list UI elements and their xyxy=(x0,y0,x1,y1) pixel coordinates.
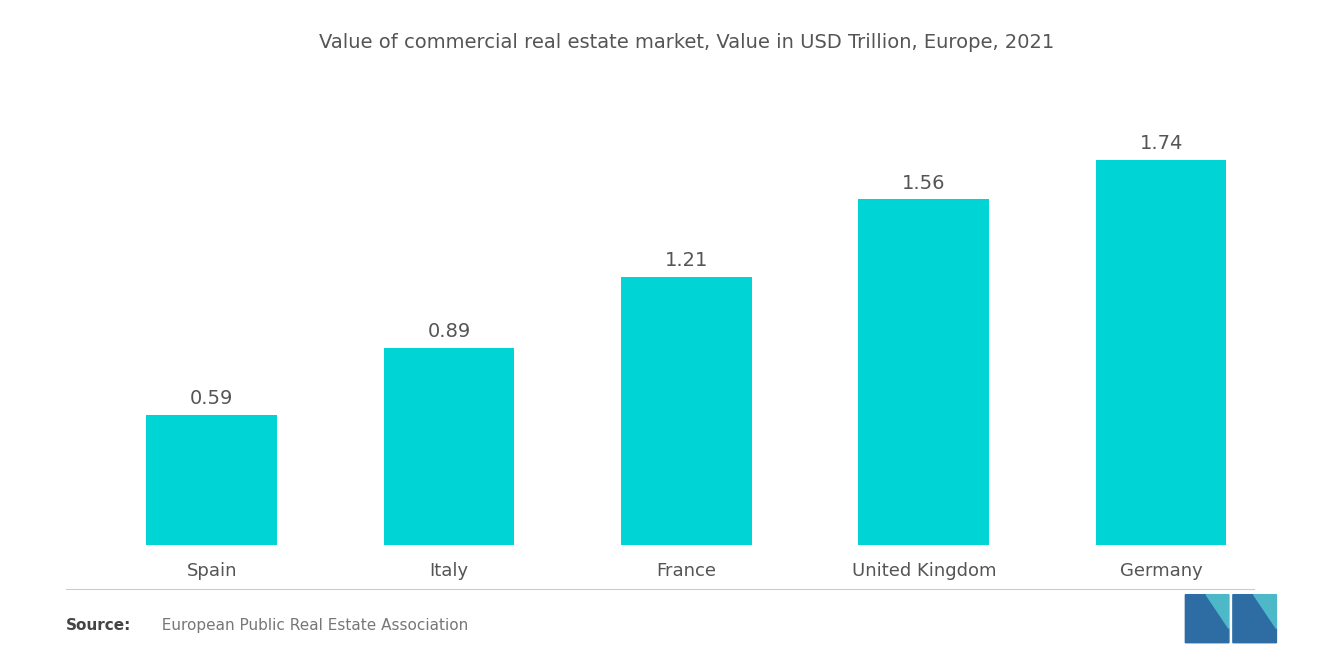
Text: Value of commercial real estate market, Value in USD Trillion, Europe, 2021: Value of commercial real estate market, … xyxy=(318,33,1055,53)
Bar xyxy=(622,277,751,545)
Bar xyxy=(384,348,515,545)
Text: European Public Real Estate Association: European Public Real Estate Association xyxy=(152,618,469,632)
Text: 1.21: 1.21 xyxy=(665,251,708,271)
Text: 0.89: 0.89 xyxy=(428,323,471,341)
Bar xyxy=(147,414,277,545)
Polygon shape xyxy=(1233,595,1276,642)
Text: 1.74: 1.74 xyxy=(1139,134,1183,153)
Polygon shape xyxy=(1185,595,1229,642)
Polygon shape xyxy=(1206,595,1229,628)
Text: Source:: Source: xyxy=(66,618,132,632)
Bar xyxy=(858,200,989,545)
Text: 0.59: 0.59 xyxy=(190,389,234,408)
Text: 1.56: 1.56 xyxy=(902,174,945,193)
Polygon shape xyxy=(1254,595,1276,628)
Bar xyxy=(1096,160,1226,545)
